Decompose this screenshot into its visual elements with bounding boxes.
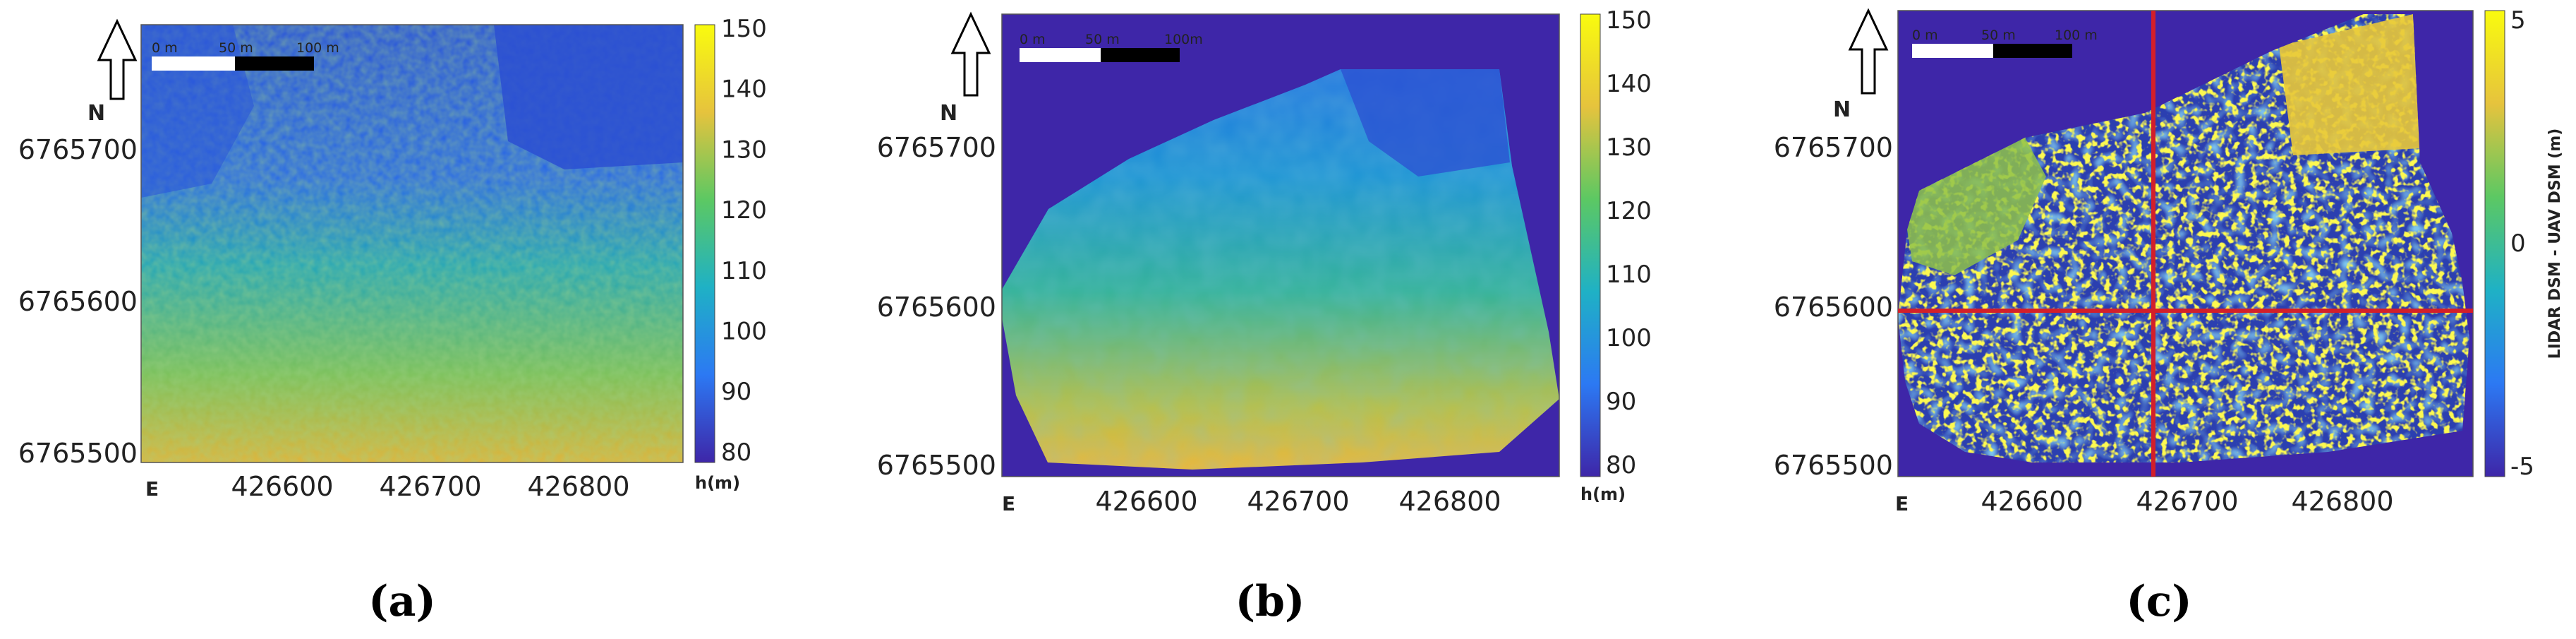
panel-b-caption: (b) (1235, 577, 1305, 626)
panel-c-scale-bar-black (1993, 44, 2072, 58)
colorbar-tick-label: 110 (1606, 261, 1652, 289)
panel-c-y-tick: 6765600 (1774, 292, 1893, 323)
panel-b-y-tick: 6765600 (877, 292, 996, 323)
panel-b-colorbar-ticks: 150 140 130 120 110 100 90 80 (1606, 6, 1652, 479)
panel-a-caption: (a) (368, 577, 436, 626)
panel-b-map (1002, 69, 1559, 470)
panel-a-colorbar (694, 24, 715, 463)
panel-a-scale-label-1: 50 m (219, 40, 253, 56)
panel-b: 0 m 50 m 100m N 6765700 6765600 6765500 … (877, 6, 1652, 626)
panel-b-x-tick: 426700 (1247, 486, 1349, 517)
panel-a-x-tick: 426800 (527, 471, 629, 502)
colorbar-tick-label: 80 (1606, 451, 1636, 479)
panel-b-scale-label-1: 50 m (1085, 32, 1120, 47)
panel-b-colorbar-label: h(m) (1580, 484, 1626, 504)
panel-c-scale-bar-white (1912, 44, 1993, 58)
colorbar-tick-label: 5 (2510, 6, 2526, 35)
colorbar-tick-label: 150 (721, 15, 767, 43)
colorbar-tick-label: 130 (721, 136, 767, 164)
panel-c-x-tick: 426600 (1981, 486, 2083, 517)
panel-c-north-arrow-icon (1848, 8, 1889, 95)
panel-c-colorbar-ticks: 5 0 -5 (2510, 6, 2534, 481)
panel-c-colorbar-label: LIDAR DSM - UAV DSM (m) (2546, 129, 2564, 359)
panel-a: 0 m 50 m 100 m N 6765700 6765600 6765500… (18, 15, 767, 626)
panel-a-colorbar-ticks: 150 140 130 120 110 100 90 80 (721, 15, 767, 467)
panel-c: 0 m 50 m 100 m N 6765700 6765600 6765500… (1774, 6, 2564, 626)
colorbar-tick-label: 0 (2510, 229, 2526, 258)
colorbar-tick-label: 80 (721, 438, 751, 467)
colorbar-tick-label: 140 (1606, 70, 1652, 98)
panel-b-north-label: N (940, 101, 957, 126)
panel-b-east-label: E (1002, 492, 1015, 515)
panel-c-scale-label-0: 0 m (1912, 28, 1938, 43)
colorbar-tick-label: 90 (721, 378, 751, 406)
panel-a-x-tick: 426700 (379, 471, 481, 502)
colorbar-tick-label: 120 (721, 196, 767, 225)
colorbar-tick-label: -5 (2510, 453, 2534, 481)
panel-b-x-tick: 426600 (1095, 486, 1197, 517)
panel-c-scale-label-2: 100 m (2055, 28, 2098, 43)
panel-b-scale-label-2: 100m (1164, 32, 1203, 47)
panel-c-north-label: N (1833, 97, 1851, 122)
panel-a-colorbar-label: h(m) (695, 473, 740, 493)
panel-b-scale-bar-white (1020, 48, 1101, 62)
panel-c-caption: (c) (2126, 577, 2191, 626)
panel-c-colorbar (2484, 10, 2505, 477)
panel-c-x-tick: 426800 (2291, 486, 2393, 517)
panel-a-scale-bar-black (235, 56, 314, 71)
panel-c-x-tick: 426700 (2136, 486, 2238, 517)
panel-b-scale-bar-black (1101, 48, 1180, 62)
colorbar-tick-label: 150 (1606, 6, 1652, 35)
colorbar-tick-label: 100 (1606, 324, 1652, 352)
panel-b-north-arrow-icon (950, 11, 991, 97)
panel-a-map-frame (140, 24, 684, 463)
panel-a-north-label: N (87, 101, 105, 126)
panel-c-map-frame (1897, 10, 2474, 477)
panel-a-low-region (494, 25, 683, 169)
panel-c-scale-label-1: 50 m (1981, 28, 2016, 43)
panel-a-north-arrow-icon (97, 18, 138, 100)
panel-a-y-tick: 6765700 (18, 134, 138, 165)
panel-b-y-tick: 6765500 (877, 450, 996, 481)
panel-b-x-tick: 426800 (1398, 486, 1501, 517)
panel-a-scale-bar-white (152, 56, 235, 71)
panel-a-scale-label-2: 100 m (296, 40, 339, 56)
panel-a-east-label: E (145, 477, 159, 501)
panel-a-y-tick: 6765600 (18, 286, 138, 317)
panel-a-x-tick: 426600 (231, 471, 333, 502)
colorbar-tick-label: 110 (721, 257, 767, 285)
panel-b-colorbar (1580, 13, 1601, 477)
panel-b-map-frame (1001, 13, 1560, 477)
panel-c-y-tick: 6765500 (1774, 450, 1893, 481)
panel-b-scale-label-0: 0 m (1020, 32, 1046, 47)
panel-b-y-tick: 6765700 (877, 132, 996, 163)
colorbar-tick-label: 140 (721, 76, 767, 104)
panel-a-scale-label-0: 0 m (152, 40, 178, 56)
colorbar-tick-label: 130 (1606, 133, 1652, 162)
panel-c-y-tick: 6765700 (1774, 132, 1893, 163)
colorbar-tick-label: 90 (1606, 388, 1636, 416)
panel-c-east-label: E (1895, 492, 1909, 515)
panel-a-y-tick: 6765500 (18, 438, 138, 469)
colorbar-tick-label: 100 (721, 317, 767, 345)
colorbar-tick-label: 120 (1606, 197, 1652, 225)
